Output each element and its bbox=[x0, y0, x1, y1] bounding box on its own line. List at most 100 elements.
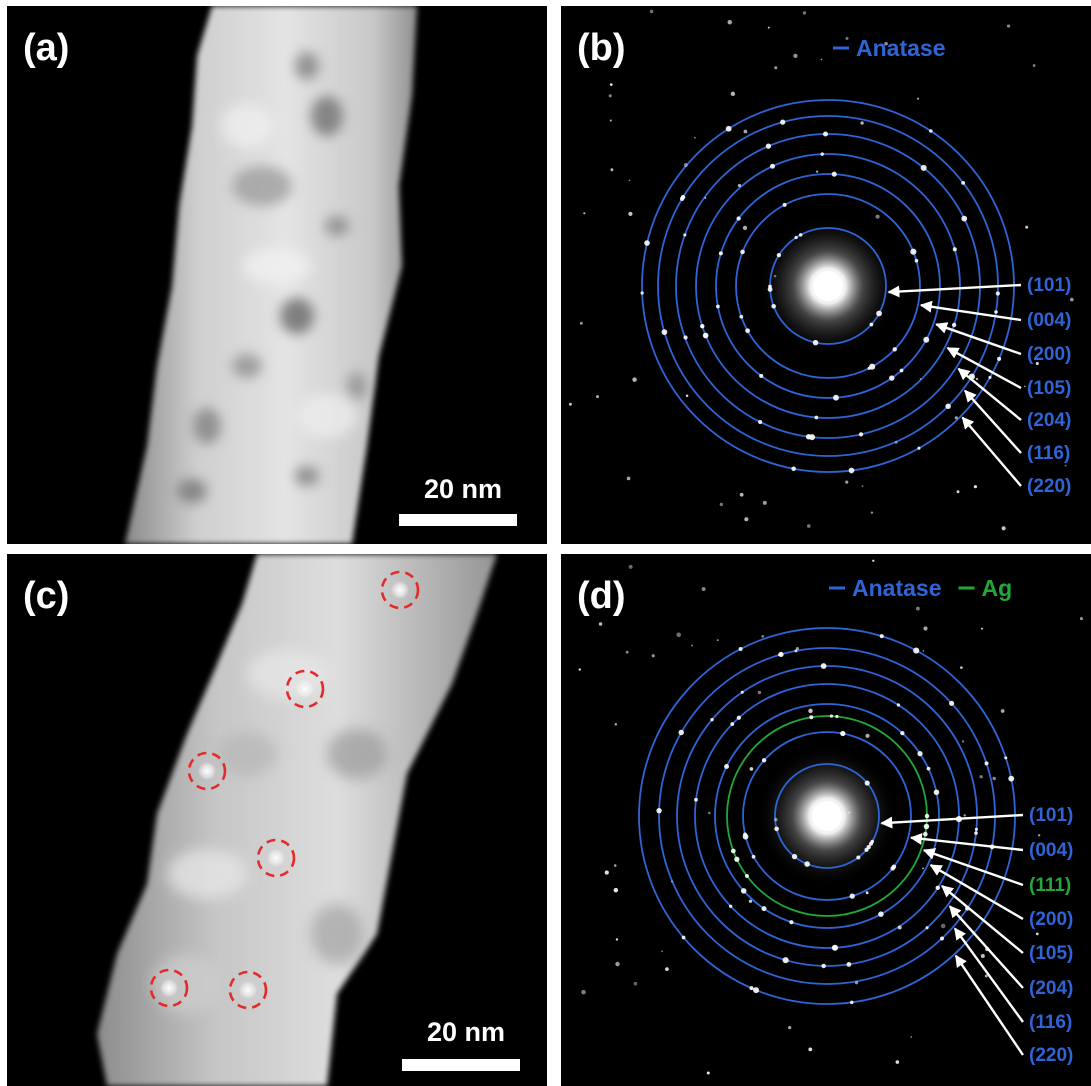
diffraction-spot bbox=[761, 758, 767, 763]
diffraction-spot bbox=[900, 730, 905, 736]
diffraction-spot bbox=[821, 963, 826, 969]
background-spot bbox=[568, 402, 572, 406]
ring-arrow bbox=[941, 885, 1024, 954]
background-spot bbox=[701, 587, 706, 592]
legend-entry-anatase: Anatase bbox=[856, 35, 945, 61]
background-spot bbox=[757, 690, 762, 695]
diffraction-spot bbox=[742, 833, 749, 840]
background-spot bbox=[1025, 225, 1029, 229]
background-spot bbox=[615, 961, 620, 967]
diffraction-spot bbox=[829, 714, 834, 718]
background-spot bbox=[613, 864, 617, 867]
diffraction-spot bbox=[994, 310, 998, 314]
panel-d-label: (d) bbox=[577, 575, 626, 617]
background-spot bbox=[922, 867, 924, 870]
background-spot bbox=[739, 492, 744, 497]
background-spot bbox=[979, 775, 983, 779]
panel-b-diffraction-pattern: (101) (004) (200) (105) (204) (116) (220) (b) … bbox=[561, 6, 1091, 544]
diffraction-spot bbox=[869, 322, 874, 327]
background-spot bbox=[749, 767, 754, 771]
background-spot bbox=[579, 321, 583, 325]
background-spot bbox=[865, 733, 870, 738]
diffraction-spot bbox=[740, 249, 745, 255]
diffraction-spot bbox=[798, 233, 803, 237]
diffraction-spot bbox=[923, 831, 928, 837]
background-spot bbox=[845, 480, 849, 484]
background-spot bbox=[1023, 385, 1026, 388]
diffraction-ring-004 bbox=[742, 731, 912, 901]
diffraction-spot bbox=[718, 251, 723, 256]
background-spot bbox=[1001, 526, 1006, 531]
diffraction-spot bbox=[736, 715, 741, 720]
panel-d-diffraction-pattern: (101) (004) (111) (200) (105) (204) (116) (220)… bbox=[561, 554, 1091, 1086]
diffraction-spot bbox=[725, 125, 732, 132]
background-spot bbox=[691, 644, 694, 647]
background-spot bbox=[807, 524, 811, 528]
background-spot bbox=[954, 416, 958, 420]
panel-b-label: (b) bbox=[577, 27, 626, 69]
background-spot bbox=[940, 923, 946, 929]
diffraction-spot bbox=[949, 700, 955, 706]
diffraction-spot bbox=[791, 466, 796, 472]
diffraction-spot bbox=[876, 310, 882, 317]
diffraction-spot bbox=[910, 248, 917, 255]
background-spot bbox=[743, 129, 748, 134]
diffraction-ring-101 bbox=[774, 763, 880, 869]
background-spot bbox=[633, 981, 638, 986]
background-spot bbox=[820, 58, 823, 61]
ring-arrow bbox=[961, 416, 1022, 487]
ag-nanoparticle bbox=[160, 979, 178, 997]
background-spot bbox=[628, 179, 631, 182]
diffraction-spot bbox=[929, 129, 933, 133]
diffraction-spot bbox=[681, 935, 686, 940]
background-spot bbox=[719, 502, 724, 507]
diffraction-spot bbox=[939, 936, 945, 941]
background-spot bbox=[609, 119, 612, 122]
diffraction-spot bbox=[814, 415, 819, 420]
background-spot bbox=[651, 654, 655, 658]
background-spot bbox=[608, 94, 612, 98]
diffraction-spot bbox=[702, 332, 709, 339]
diffraction-spot bbox=[751, 854, 756, 859]
diffraction-spot bbox=[869, 363, 876, 370]
background-spot bbox=[847, 811, 851, 814]
diffraction-spot bbox=[891, 864, 897, 869]
background-spot bbox=[984, 974, 988, 978]
diffraction-spot bbox=[988, 375, 992, 379]
diffraction-spot bbox=[864, 780, 870, 786]
background-spot bbox=[598, 622, 603, 626]
diffraction-spot bbox=[984, 761, 989, 766]
diffraction-spot bbox=[849, 1000, 854, 1005]
background-spot bbox=[632, 377, 637, 382]
background-spot bbox=[923, 626, 928, 631]
panel-c-scale-bar bbox=[402, 1059, 520, 1071]
diffraction-spots-b bbox=[568, 9, 1074, 531]
background-spot bbox=[774, 66, 778, 70]
diffraction-spot bbox=[776, 252, 782, 258]
ag-particle-marker bbox=[187, 751, 227, 791]
ag-particle-marker bbox=[380, 570, 420, 610]
diffraction-spot bbox=[925, 926, 929, 930]
background-spot bbox=[748, 899, 753, 903]
ag-nanoparticle bbox=[198, 762, 216, 780]
background-spot bbox=[727, 19, 732, 25]
diffraction-spot bbox=[794, 235, 798, 240]
ring-arrow bbox=[887, 283, 1022, 298]
panel-a-stem-image: (a) 20 nm bbox=[7, 6, 547, 544]
diffraction-ring-004 bbox=[735, 193, 921, 379]
background-spot bbox=[683, 335, 688, 340]
diffraction-spot bbox=[935, 885, 940, 891]
ring-arrow bbox=[957, 367, 1022, 421]
diffraction-spot bbox=[782, 202, 787, 207]
ring-arrow bbox=[935, 322, 1022, 356]
diffraction-spots-d bbox=[578, 559, 1083, 1075]
diffraction-spot bbox=[835, 714, 839, 719]
diffraction-spot bbox=[761, 906, 767, 912]
ring-label-105: (105) bbox=[1029, 943, 1073, 964]
background-spot bbox=[1032, 64, 1036, 67]
diffraction-spot bbox=[730, 722, 735, 726]
ring-arrow bbox=[953, 927, 1024, 1023]
background-spot bbox=[963, 814, 966, 817]
background-spot bbox=[604, 870, 609, 875]
panel-a-scale-bar bbox=[399, 514, 517, 526]
